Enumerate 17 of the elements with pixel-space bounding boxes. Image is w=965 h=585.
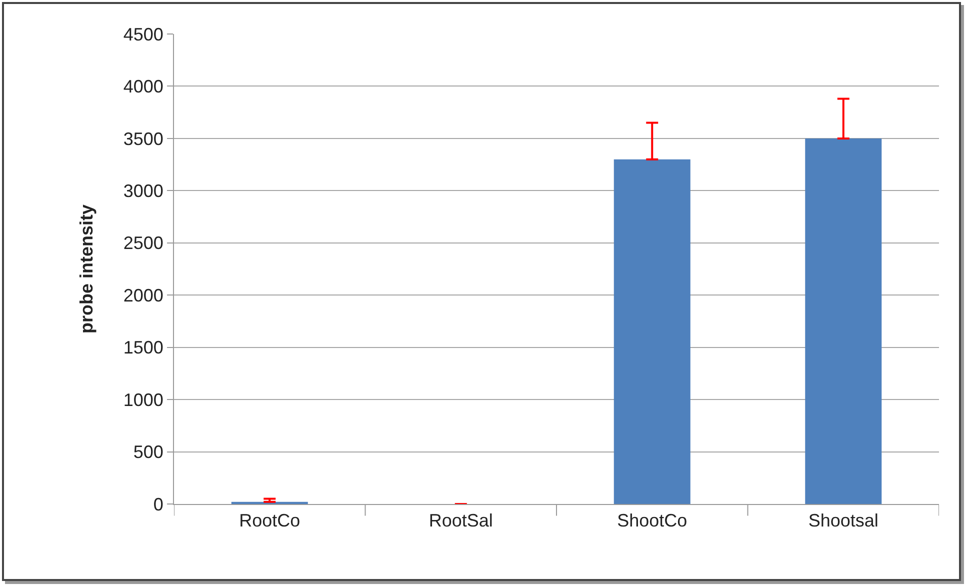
y-tick-label: 3000 <box>123 180 164 201</box>
y-tick-label: 500 <box>133 442 164 462</box>
y-tick-label: 3500 <box>123 128 164 149</box>
y-tick-label: 4000 <box>123 76 164 97</box>
x-tick-label: ShootCo <box>617 510 688 531</box>
y-tick-label: 2500 <box>123 233 164 254</box>
y-tick-label: 1500 <box>123 338 164 358</box>
x-tick-label: Shootsal <box>808 510 878 531</box>
y-tick-label: 1000 <box>123 390 164 410</box>
bar <box>614 159 690 504</box>
bar <box>805 138 882 504</box>
y-axis-title: probe intensity <box>76 204 97 334</box>
x-tick-label: RootSal <box>428 510 493 531</box>
y-tick-label: 2000 <box>123 285 164 306</box>
x-tick-label: RootCo <box>239 510 300 531</box>
y-tick-label: 0 <box>153 494 164 514</box>
y-tick-label: 4500 <box>123 24 164 44</box>
